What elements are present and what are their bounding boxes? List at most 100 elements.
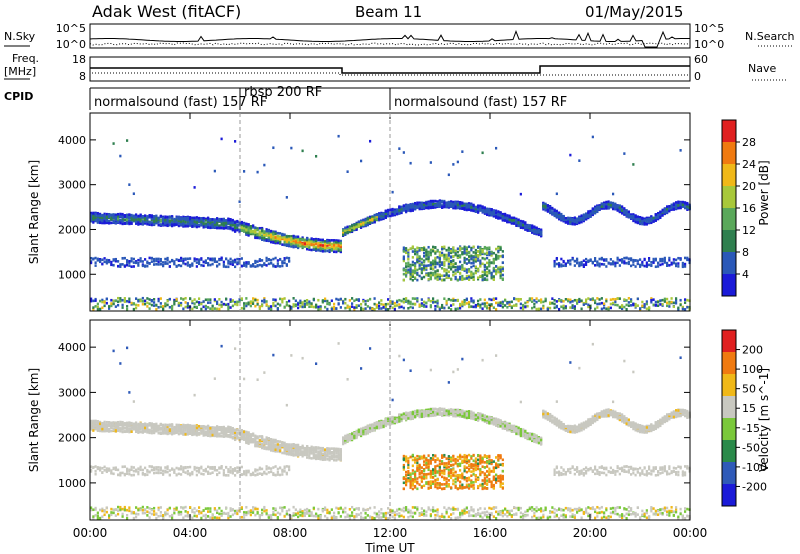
- power-cell: [472, 275, 475, 279]
- power-cell: [645, 261, 648, 265]
- power-cell: [510, 306, 513, 310]
- power-cell: [252, 232, 255, 235]
- power-cell: [427, 245, 430, 249]
- power-cell: [447, 262, 450, 266]
- power-cell: [121, 303, 124, 307]
- power-cell: [207, 306, 210, 309]
- power-cell: [121, 216, 124, 219]
- power-cell: [654, 265, 657, 269]
- power-cell: [562, 260, 565, 264]
- power-cell: [218, 224, 221, 227]
- power-cell: [481, 262, 484, 266]
- power-cell: [173, 302, 176, 306]
- power-cell: [398, 306, 401, 309]
- power-cell: [470, 297, 473, 300]
- power-cell: [119, 263, 122, 266]
- power-cell: [594, 208, 597, 212]
- power-cell: [639, 221, 642, 225]
- power-cell: [396, 210, 399, 213]
- power-cell: [308, 241, 311, 245]
- power-cell: [542, 207, 545, 211]
- power-cell: [126, 299, 129, 303]
- power-cell: [474, 254, 477, 257]
- power-cell: [488, 306, 491, 310]
- power-cell: [153, 298, 156, 301]
- power-cell: [488, 297, 491, 301]
- power-cell: [418, 267, 421, 270]
- power-cell: [549, 306, 552, 310]
- power-cell: [186, 220, 189, 223]
- power-cell: [101, 300, 104, 304]
- power-cell: [366, 299, 369, 303]
- power-cell: [668, 206, 671, 210]
- power-cell: [270, 262, 273, 265]
- power-cell: [499, 267, 502, 271]
- power-cell: [510, 300, 513, 304]
- power-cell: [504, 213, 507, 217]
- power-cell: [348, 228, 351, 231]
- power-cell: [245, 261, 248, 264]
- power-cell: [330, 245, 333, 249]
- power-cell: [427, 257, 430, 261]
- power-cell: [497, 301, 500, 305]
- power-cell: [263, 300, 266, 304]
- power-cell: [243, 261, 246, 265]
- power-cell: [114, 221, 117, 225]
- power-cell: [445, 299, 448, 303]
- power-cell: [519, 298, 522, 301]
- power-cell: [191, 224, 194, 228]
- power-cell: [477, 211, 480, 214]
- power-cell: [159, 297, 162, 300]
- power-cell: [407, 263, 410, 266]
- power-cell: [220, 220, 223, 223]
- power-cell: [573, 305, 576, 308]
- power-cell: [641, 221, 644, 225]
- power-cell: [267, 232, 270, 235]
- power-cell: [182, 218, 185, 221]
- power-cell: [465, 246, 468, 249]
- power-cell: [90, 256, 93, 260]
- power-cell: [90, 211, 93, 215]
- power-cell: [477, 204, 480, 208]
- power-cell: [180, 256, 183, 260]
- power-cell: [488, 246, 491, 250]
- power-cell: [465, 208, 468, 212]
- power-cell: [258, 305, 261, 309]
- power-cell: [249, 225, 252, 228]
- power-cell: [402, 246, 405, 250]
- power-cell: [378, 217, 381, 221]
- power-cell: [119, 154, 122, 158]
- power-cell: [411, 260, 414, 264]
- power-cell: [465, 262, 468, 265]
- power-cell: [535, 300, 538, 304]
- power-cell: [429, 200, 432, 203]
- power-cell: [279, 304, 282, 307]
- power-cell: [351, 302, 354, 305]
- power-cell: [418, 246, 421, 250]
- power-cell: [193, 259, 196, 263]
- power-cell: [328, 243, 331, 247]
- power-cell: [468, 205, 471, 209]
- power-cell: [612, 207, 615, 211]
- power-cell: [481, 210, 484, 213]
- power-cell: [596, 260, 599, 263]
- power-cell: [279, 232, 282, 235]
- power-cell: [549, 208, 552, 211]
- power-cell: [234, 300, 237, 304]
- power-cell: [594, 205, 597, 209]
- power-cell: [578, 297, 581, 301]
- power-cell: [468, 245, 471, 249]
- power-cell: [558, 299, 561, 302]
- power-cell: [220, 258, 223, 262]
- power-cell: [108, 213, 111, 216]
- power-cell: [396, 212, 399, 215]
- power-cell: [193, 223, 196, 226]
- power-cell: [351, 305, 354, 308]
- power-cell: [639, 258, 642, 261]
- power-cell: [362, 299, 365, 303]
- power-cell: [279, 265, 282, 268]
- power-cell: [128, 297, 131, 301]
- power-cell: [600, 262, 603, 266]
- power-cell: [254, 236, 257, 240]
- power-cell: [189, 257, 192, 260]
